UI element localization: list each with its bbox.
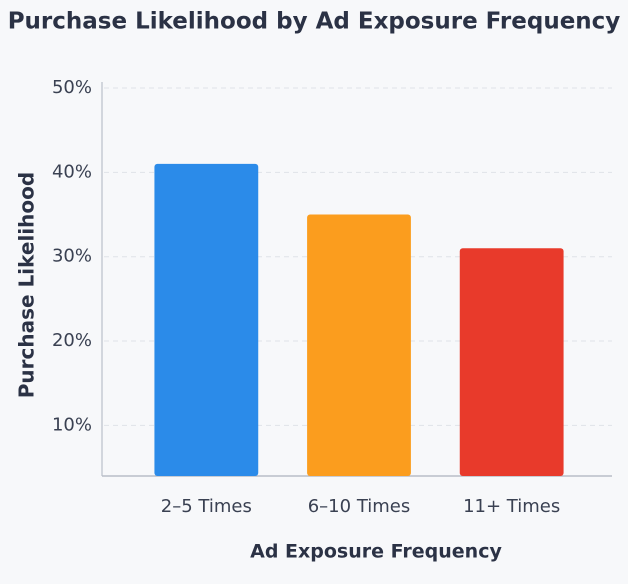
chart-title: Purchase Likelihood by Ad Exposure Frequ…	[8, 9, 621, 35]
bar	[459, 248, 564, 476]
bar	[154, 163, 259, 477]
y-tick-label: 10%	[52, 414, 92, 435]
y-tick-label: 40%	[52, 161, 92, 182]
x-axis-label: Ad Exposure Frequency	[250, 541, 502, 563]
y-axis-label: Purchase Likelihood	[15, 172, 39, 398]
x-tick-label: 6–10 Times	[308, 496, 411, 517]
y-tick-label: 20%	[52, 330, 92, 351]
bar	[307, 214, 411, 477]
x-tick-label: 11+ Times	[463, 496, 560, 517]
x-tick-label: 2–5 Times	[161, 496, 252, 517]
y-tick-label: 50%	[52, 77, 92, 98]
y-tick-label: 30%	[52, 246, 92, 267]
